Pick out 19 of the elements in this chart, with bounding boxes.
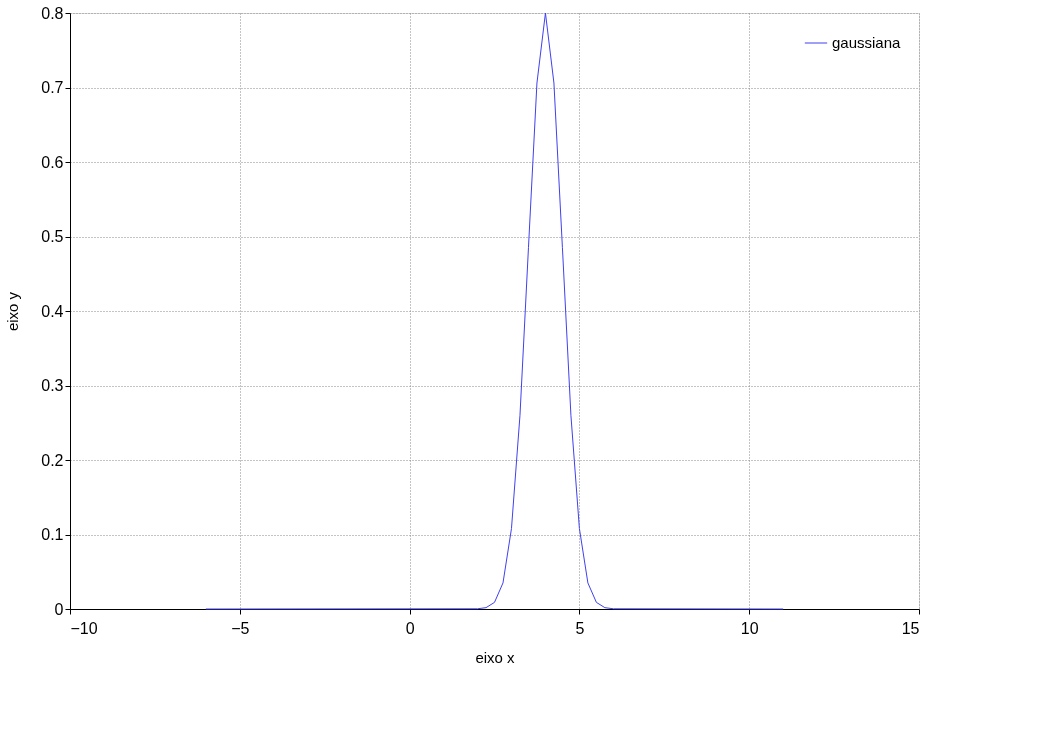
line-series [205,12,784,610]
y-tick-label: 0.2 [41,451,64,469]
y-tick-label: 0.6 [41,153,64,171]
y-tick-label: 0.1 [41,526,64,543]
y-tick-label: 0.3 [41,377,64,394]
x-tick-label: −10 [70,619,98,637]
y-tick-label: 0.4 [41,302,64,320]
x-tick-label: 0 [405,619,415,637]
y-tick-label: 0.7 [41,79,64,96]
legend-label: gaussiana [832,34,902,51]
x-axis-title: eixo x [475,648,516,666]
y-axis-title: eixo y [4,291,22,332]
x-tick-label: −5 [231,619,250,637]
y-tick-label: 0.8 [41,4,64,22]
x-tick-label: 15 [901,619,920,637]
y-tick-label: 0.5 [41,228,64,245]
y-tick-label: 0 [54,600,64,618]
x-tick-label: 5 [575,619,585,637]
x-tick-label: 10 [740,619,759,637]
